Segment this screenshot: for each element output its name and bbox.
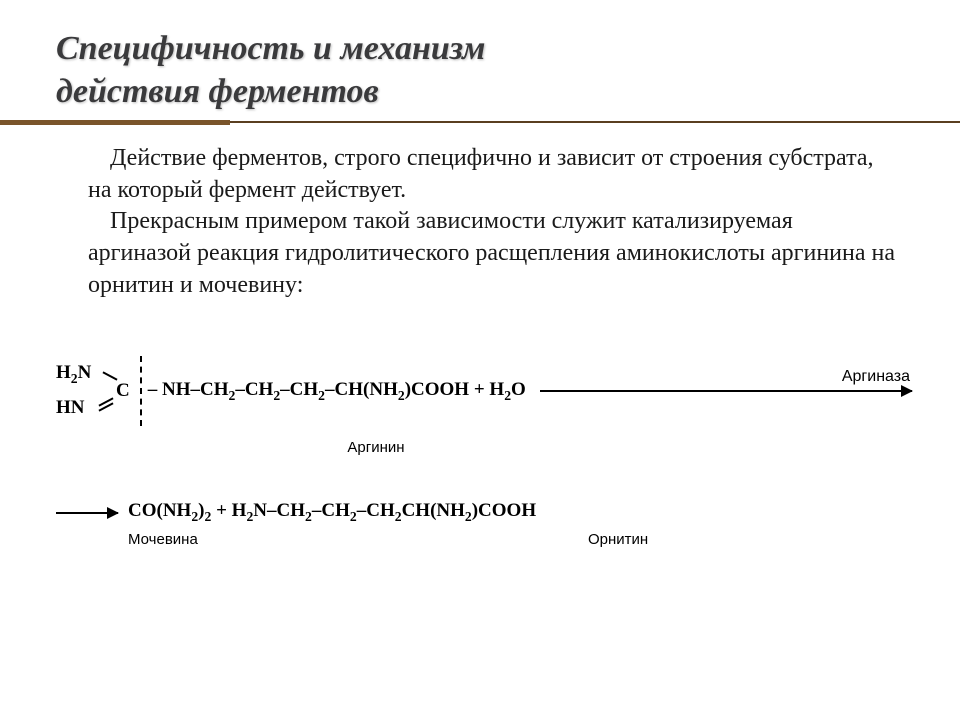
- rule-accent: [0, 120, 230, 125]
- cleavage-dash: [140, 356, 142, 426]
- paragraph-1: Действие ферментов, строго специфично и …: [88, 143, 896, 206]
- title-line-2: действия ферментов: [56, 73, 379, 110]
- h2n-label: H2N: [56, 363, 104, 386]
- lead-arrow: [56, 512, 118, 514]
- arginine-chain: – NH–CH2–CH2–CH2–CH(NH2)COOH + H2O: [148, 379, 526, 404]
- slide: Специфичность и механизм действия фермен…: [0, 0, 960, 720]
- title-rule: [0, 121, 960, 125]
- urea-label: Мочевина: [128, 531, 268, 548]
- products-under-labels: Мочевина Орнитин: [128, 531, 912, 548]
- carbon-center: C: [112, 380, 134, 402]
- hn-label: HN: [56, 398, 104, 419]
- reaction-arginine: H2N HN C – NH–CH2–CH2–CH2–CH(NH2)COOH + …: [56, 345, 912, 437]
- title-line-1: Специфичность и механизм: [56, 30, 485, 67]
- body-text: Действие ферментов, строго специфично и …: [56, 143, 912, 301]
- ornithine-label: Орнитин: [588, 531, 648, 548]
- reaction-arrow-1: Аргиназа: [540, 390, 912, 392]
- products-chain: CO(NH2)2 + H2N–CH2–CH2–CH2CH(NH2)COOH: [128, 500, 536, 525]
- chemistry-area: H2N HN C – NH–CH2–CH2–CH2–CH(NH2)COOH + …: [56, 345, 912, 548]
- reaction-products: CO(NH2)2 + H2N–CH2–CH2–CH2CH(NH2)COOH: [56, 500, 912, 525]
- paragraph-2: Прекрасным примером такой зависимости сл…: [88, 206, 896, 301]
- arrow-line-2: [56, 512, 118, 514]
- arrow-line-1: [540, 390, 912, 392]
- enzyme-label: Аргиназа: [842, 368, 910, 386]
- guanidino-group: H2N HN: [56, 363, 112, 419]
- arginine-under-label: Аргинин: [316, 439, 436, 456]
- slide-title: Специфичность и механизм действия фермен…: [56, 28, 912, 113]
